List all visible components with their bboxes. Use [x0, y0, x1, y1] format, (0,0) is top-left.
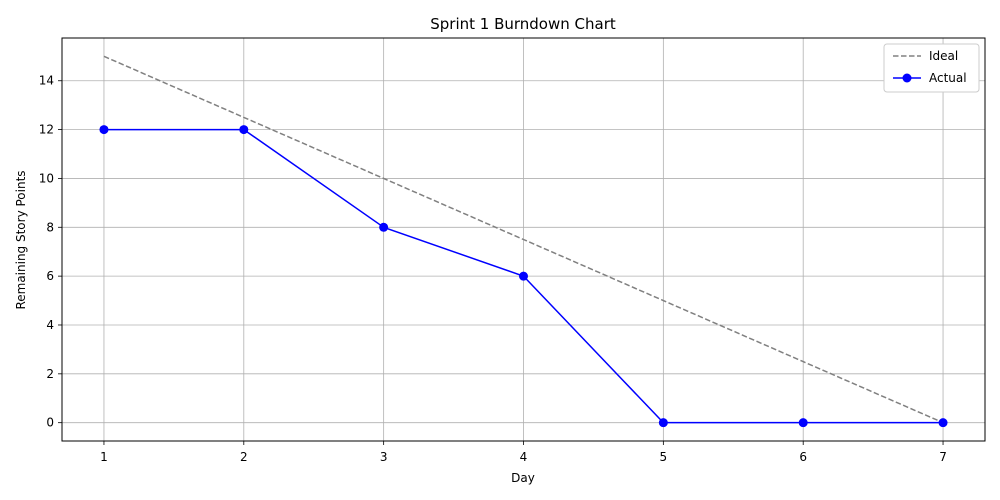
series-point-actual-6: [798, 418, 808, 428]
y-tick-label-14: 14: [39, 74, 54, 88]
x-tick-label-4: 4: [520, 450, 528, 464]
x-tick-label-3: 3: [380, 450, 388, 464]
y-tick-label-8: 8: [46, 220, 54, 234]
series-point-actual-7: [938, 418, 948, 428]
series-point-actual-2: [239, 125, 249, 135]
series-point-actual-1: [99, 125, 109, 135]
y-tick-label-2: 2: [46, 367, 54, 381]
series-point-actual-3: [379, 222, 389, 232]
legend-label-actual: Actual: [929, 71, 967, 85]
series-line-ideal: [103, 55, 944, 424]
y-axis-label: Remaining Story Points: [14, 170, 28, 309]
series-point-actual-5: [658, 418, 668, 428]
x-tick-label-5: 5: [660, 450, 668, 464]
chart-title: Sprint 1 Burndown Chart: [430, 15, 616, 33]
x-tick-label-2: 2: [240, 450, 248, 464]
y-tick-label-4: 4: [46, 318, 54, 332]
y-tick-label-12: 12: [39, 123, 54, 137]
x-tick-label-6: 6: [799, 450, 807, 464]
y-tick-label-10: 10: [39, 171, 54, 185]
x-axis-label: Day: [511, 471, 535, 485]
legend: Ideal Actual: [883, 43, 980, 93]
series-group: [99, 55, 948, 428]
y-tick-label-0: 0: [46, 416, 54, 430]
y-tick-label-6: 6: [46, 269, 54, 283]
legend-marker-actual: [902, 73, 912, 83]
legend-label-ideal: Ideal: [929, 49, 958, 63]
x-tick-label-7: 7: [939, 450, 947, 464]
series-point-actual-4: [519, 271, 528, 281]
x-tick-label-1: 1: [100, 450, 108, 464]
